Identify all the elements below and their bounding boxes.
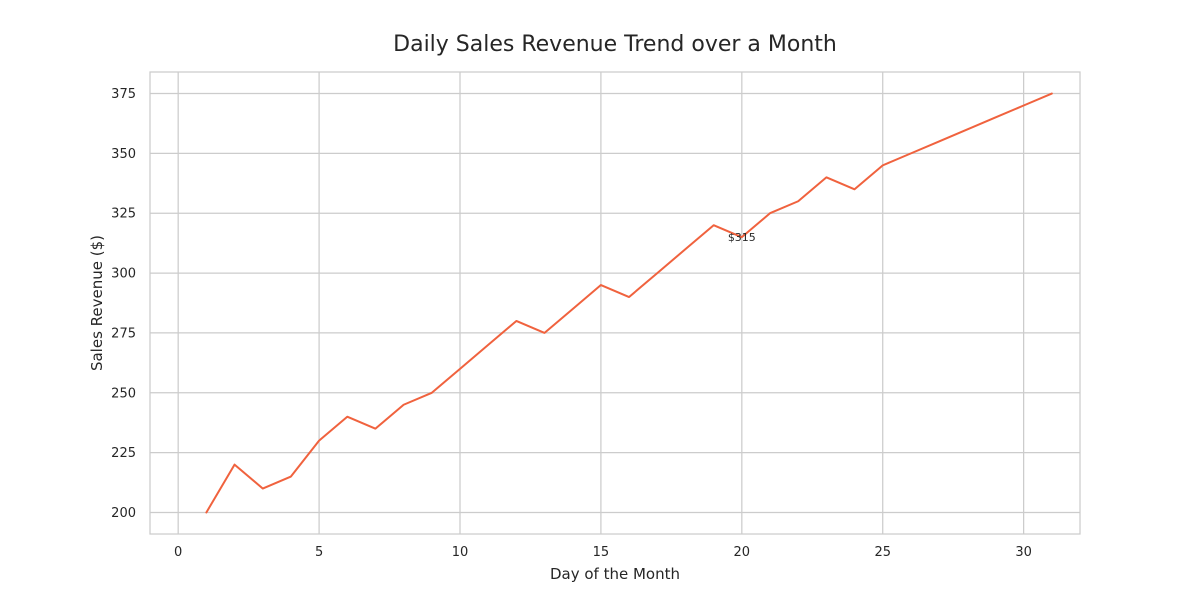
- data-point: [317, 438, 322, 443]
- data-point: [796, 199, 801, 204]
- x-axis-label: Day of the Month: [550, 565, 680, 583]
- data-point: [965, 127, 970, 132]
- y-tick-label: 200: [111, 506, 136, 521]
- annotation-label: $315: [728, 231, 756, 244]
- x-tick-label: 10: [452, 545, 469, 560]
- data-point: [401, 402, 406, 407]
- plot-frame: [149, 71, 1081, 535]
- data-point: [768, 211, 773, 216]
- data-point: [204, 510, 209, 515]
- y-tick-label: 350: [111, 147, 136, 162]
- y-tick-label: 325: [111, 207, 136, 222]
- x-tick-label: 0: [174, 545, 182, 560]
- y-tick-label: 300: [111, 267, 136, 282]
- y-tick-label: 250: [111, 386, 136, 401]
- data-point: [908, 151, 913, 156]
- data-point: [542, 330, 547, 335]
- grid-lines: [150, 72, 1080, 534]
- annotation-layer: $315: [728, 231, 756, 244]
- data-point: [1021, 103, 1026, 108]
- x-tick-label: 15: [593, 545, 610, 560]
- data-point: [514, 318, 519, 323]
- x-tick-label: 5: [315, 545, 323, 560]
- y-tick-label: 225: [111, 446, 136, 461]
- axis-ticks: 0 5 10 15 20 25 30 200 225 250 275 300 325 350 375: [111, 87, 1032, 560]
- series-layer: [204, 91, 1054, 515]
- data-point: [345, 414, 350, 419]
- data-point: [598, 283, 603, 288]
- data-point: [683, 247, 688, 252]
- series-line: [205, 92, 1053, 514]
- data-point: [458, 366, 463, 371]
- data-point: [655, 271, 660, 276]
- x-tick-label: 25: [874, 545, 891, 560]
- chart-title: Daily Sales Revenue Trend over a Month: [393, 32, 837, 57]
- data-point: [824, 175, 829, 180]
- data-point: [880, 163, 885, 168]
- data-point: [486, 342, 491, 347]
- y-axis-label: Sales Revenue ($): [88, 235, 106, 371]
- x-tick-label: 30: [1015, 545, 1032, 560]
- data-point: [711, 223, 716, 228]
- data-point: [429, 390, 434, 395]
- data-point: [288, 474, 293, 479]
- x-tick-label: 20: [734, 545, 751, 560]
- y-tick-label: 375: [111, 87, 136, 102]
- data-point: [570, 306, 575, 311]
- data-point: [937, 139, 942, 144]
- data-point: [627, 295, 632, 300]
- data-point: [260, 486, 265, 491]
- y-tick-label: 275: [111, 326, 136, 341]
- data-point: [993, 115, 998, 120]
- data-point: [232, 462, 237, 467]
- data-point: [1049, 91, 1054, 96]
- data-point: [852, 187, 857, 192]
- data-point: [373, 426, 378, 431]
